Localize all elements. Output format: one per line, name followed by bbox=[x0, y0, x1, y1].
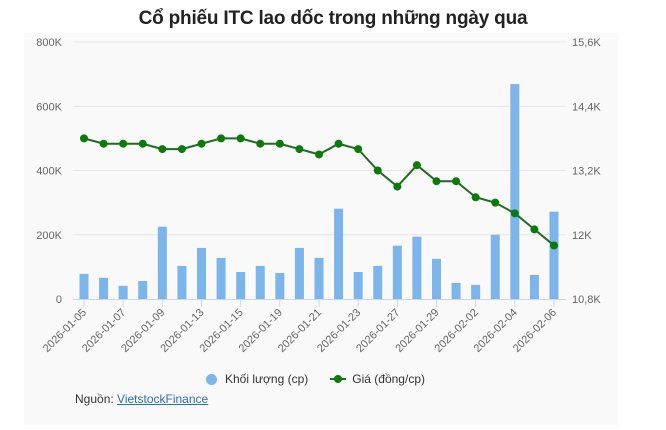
source-line: Nguồn: VietstockFinance bbox=[75, 392, 208, 406]
x-axis: 2026-01-052026-01-072026-01-092026-01-13… bbox=[41, 299, 559, 355]
price-point[interactable] bbox=[295, 145, 304, 154]
price-point[interactable] bbox=[510, 209, 519, 218]
volume-bar[interactable] bbox=[392, 245, 402, 299]
volume-bar[interactable] bbox=[510, 84, 520, 300]
price-point[interactable] bbox=[138, 139, 147, 148]
volume-bar[interactable] bbox=[197, 247, 206, 299]
right-axis-price: 10,8K 12K 13,2K 14,4K 15,6K bbox=[572, 37, 601, 306]
volume-bar[interactable] bbox=[549, 211, 559, 299]
legend-volume-label: Khối lượng (cp) bbox=[225, 372, 309, 386]
volume-bar[interactable] bbox=[334, 208, 344, 299]
price-point[interactable] bbox=[452, 177, 461, 186]
circle-icon bbox=[206, 373, 217, 385]
volume-bar[interactable] bbox=[275, 272, 285, 299]
price-point[interactable] bbox=[217, 134, 226, 143]
source-prefix: Nguồn: bbox=[75, 392, 114, 406]
source-link[interactable]: VietstockFinance bbox=[117, 392, 209, 406]
left-tick-label: 600K bbox=[36, 101, 62, 113]
left-tick-label: 800K bbox=[36, 37, 62, 49]
volume-bar[interactable] bbox=[99, 277, 109, 299]
legend-price-label: Giá (đồng/cp) bbox=[352, 372, 425, 386]
price-point[interactable] bbox=[158, 145, 167, 154]
left-tick-label: 0 bbox=[56, 294, 62, 306]
volume-bar[interactable] bbox=[451, 282, 461, 299]
volume-bar[interactable] bbox=[490, 234, 500, 299]
volume-bar[interactable] bbox=[118, 285, 128, 299]
right-tick-label: 10,8K bbox=[572, 294, 601, 306]
legend-item-price[interactable]: Giá (đồng/cp) bbox=[330, 372, 425, 386]
volume-bar[interactable] bbox=[353, 272, 363, 299]
volume-bar[interactable] bbox=[294, 247, 304, 299]
volume-bar[interactable] bbox=[177, 265, 187, 299]
right-tick-label: 15,6K bbox=[572, 37, 601, 49]
volume-bar[interactable] bbox=[236, 272, 246, 299]
price-point[interactable] bbox=[354, 145, 363, 154]
price-point[interactable] bbox=[197, 139, 206, 148]
price-point[interactable] bbox=[373, 166, 382, 175]
left-tick-label: 200K bbox=[36, 230, 62, 242]
price-point[interactable] bbox=[491, 198, 500, 207]
right-tick-label: 14,4K bbox=[572, 101, 601, 113]
price-point[interactable] bbox=[275, 139, 284, 148]
price-line bbox=[80, 134, 558, 250]
price-point[interactable] bbox=[119, 139, 128, 148]
volume-bar[interactable] bbox=[138, 281, 148, 299]
legend: Khối lượng (cp) Giá (đồng/cp) bbox=[206, 372, 447, 386]
chart-title: Cổ phiếu ITC lao dốc trong những ngày qu… bbox=[138, 8, 528, 29]
volume-bar[interactable] bbox=[79, 273, 89, 299]
legend-item-volume[interactable]: Khối lượng (cp) bbox=[206, 372, 308, 386]
price-point[interactable] bbox=[393, 182, 402, 191]
price-point[interactable] bbox=[432, 177, 441, 186]
volume-bars bbox=[79, 84, 559, 300]
volume-bar[interactable] bbox=[373, 265, 383, 299]
price-point[interactable] bbox=[315, 150, 323, 159]
price-point[interactable] bbox=[177, 145, 186, 154]
volume-bar[interactable] bbox=[432, 258, 441, 299]
volume-bar[interactable] bbox=[412, 236, 422, 299]
left-tick-label: 400K bbox=[36, 166, 62, 178]
right-tick-label: 12K bbox=[572, 230, 592, 242]
price-point[interactable] bbox=[412, 161, 421, 170]
line-marker-icon bbox=[330, 374, 347, 384]
volume-bar[interactable] bbox=[314, 257, 324, 299]
volume-bar[interactable] bbox=[157, 226, 167, 299]
price-point[interactable] bbox=[530, 225, 539, 234]
price-point[interactable] bbox=[256, 139, 265, 148]
price-point[interactable] bbox=[80, 134, 88, 143]
volume-bar[interactable] bbox=[529, 274, 539, 299]
price-point[interactable] bbox=[550, 241, 558, 250]
price-point[interactable] bbox=[236, 134, 245, 143]
volume-bar[interactable] bbox=[216, 257, 226, 299]
left-axis-volume: 0 200K 400K 600K 800K bbox=[36, 37, 62, 306]
volume-bar[interactable] bbox=[471, 284, 481, 299]
price-point[interactable] bbox=[471, 193, 480, 202]
price-point[interactable] bbox=[99, 139, 108, 148]
volume-bar[interactable] bbox=[255, 265, 265, 299]
right-tick-label: 13,2K bbox=[572, 166, 601, 178]
price-point[interactable] bbox=[334, 139, 343, 148]
